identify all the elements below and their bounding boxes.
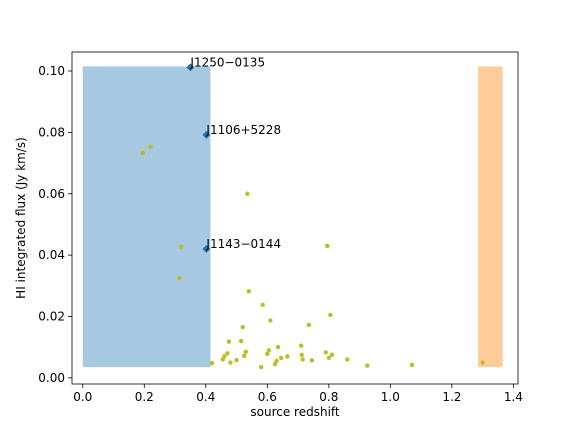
annotation-label-2: J1143−0144 bbox=[205, 237, 281, 251]
y-tick-label-5: 0.10 bbox=[38, 64, 65, 78]
olive-point-11 bbox=[238, 338, 244, 344]
olive-point-21 bbox=[268, 318, 273, 323]
olive-point-38 bbox=[365, 363, 370, 368]
shaded-region-0 bbox=[82, 66, 211, 368]
olive-point-9 bbox=[228, 360, 233, 365]
y-tick-label-0: 0.00 bbox=[38, 371, 65, 385]
olive-point-39 bbox=[409, 362, 415, 368]
olive-point-35 bbox=[328, 312, 333, 318]
olive-point-36 bbox=[329, 352, 335, 358]
x-axis-label: source redshift bbox=[250, 405, 340, 419]
olive-point-32 bbox=[323, 350, 328, 355]
shaded-region-1 bbox=[478, 66, 503, 368]
olive-point-6 bbox=[225, 351, 230, 356]
olive-point-2 bbox=[178, 244, 184, 249]
x-tick-label-3: 0.6 bbox=[258, 390, 277, 404]
x-tick-label-1: 0.2 bbox=[135, 390, 154, 404]
annotations: J1250−0135 J1106+5228 J1143−0144 bbox=[189, 55, 281, 251]
olive-point-26 bbox=[285, 354, 290, 359]
olive-point-0 bbox=[140, 150, 145, 156]
olive-point-23 bbox=[274, 358, 279, 364]
olive-point-27 bbox=[298, 343, 304, 348]
olive-point-4 bbox=[209, 360, 215, 366]
olive-point-28 bbox=[299, 352, 304, 358]
plot-frame bbox=[71, 51, 519, 385]
shaded-regions bbox=[82, 66, 503, 368]
x-tick-label-0: 0.0 bbox=[73, 390, 92, 404]
olive-points bbox=[140, 144, 485, 370]
olive-point-25 bbox=[278, 355, 284, 361]
olive-point-18 bbox=[260, 302, 265, 308]
diamond-point-1 bbox=[202, 130, 211, 139]
olive-point-12 bbox=[240, 325, 245, 330]
olive-point-13 bbox=[242, 353, 247, 358]
olive-point-29 bbox=[300, 357, 305, 362]
x-tick-label-2: 0.4 bbox=[196, 390, 215, 404]
olive-point-3 bbox=[177, 275, 182, 281]
x-axis-ticks: 0.0 0.2 0.4 0.6 0.8 1.0 1.2 1.4 bbox=[73, 384, 523, 404]
x-tick-label-6: 1.2 bbox=[442, 390, 461, 404]
x-tick-label-7: 1.4 bbox=[504, 390, 523, 404]
olive-point-31 bbox=[309, 358, 315, 363]
diamond-point-2 bbox=[202, 244, 211, 253]
olive-point-16 bbox=[246, 289, 252, 294]
olive-point-15 bbox=[245, 191, 250, 196]
olive-point-10 bbox=[234, 357, 239, 363]
olive-point-33 bbox=[325, 243, 330, 249]
olive-point-14 bbox=[243, 349, 248, 354]
diamond-point-0 bbox=[186, 63, 195, 72]
olive-point-34 bbox=[326, 355, 332, 361]
olive-point-7 bbox=[220, 357, 225, 362]
x-tick-label-4: 0.8 bbox=[319, 390, 338, 404]
y-tick-label-1: 0.02 bbox=[38, 309, 65, 323]
olive-point-1 bbox=[148, 144, 153, 150]
annotation-label-0: J1250−0135 bbox=[189, 55, 265, 69]
olive-point-24 bbox=[275, 344, 281, 350]
y-axis-ticks: 0.00 0.02 0.04 0.06 0.08 0.10 bbox=[38, 64, 72, 385]
annotation-label-1: J1106+5228 bbox=[205, 123, 281, 137]
olive-point-20 bbox=[266, 348, 272, 353]
olive-point-37 bbox=[345, 357, 350, 362]
y-tick-label-2: 0.04 bbox=[38, 248, 65, 262]
y-tick-label-4: 0.08 bbox=[38, 125, 65, 139]
x-tick-label-5: 1.0 bbox=[381, 390, 400, 404]
y-axis-label: HI integrated flux (Jy km/s) bbox=[14, 137, 28, 299]
y-tick-label-3: 0.06 bbox=[38, 187, 65, 201]
olive-point-17 bbox=[258, 364, 264, 370]
olive-point-30 bbox=[306, 322, 312, 327]
olive-point-40 bbox=[480, 360, 485, 365]
olive-point-8 bbox=[226, 339, 232, 344]
blue-diamond-points bbox=[186, 63, 211, 253]
olive-point-19 bbox=[265, 351, 270, 357]
